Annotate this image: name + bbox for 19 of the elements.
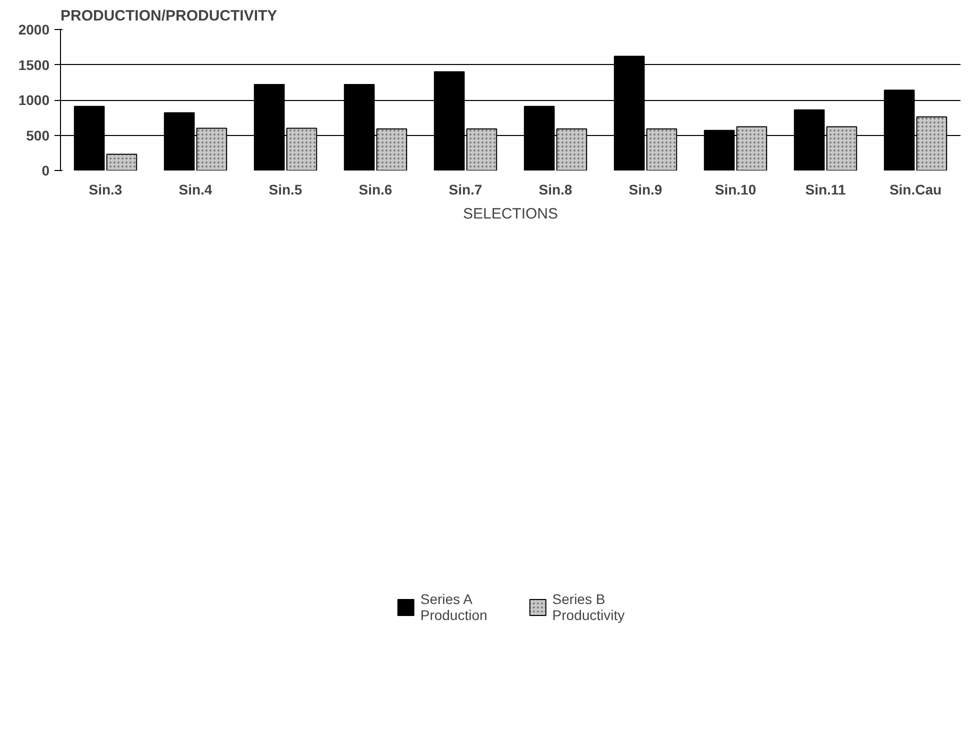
x-tick-label: Sin.8 bbox=[538, 182, 572, 198]
x-tick-label: Sin.7 bbox=[448, 182, 482, 198]
x-tick-label: Sin.9 bbox=[628, 182, 662, 198]
x-tick-label: Sin.11 bbox=[805, 182, 846, 198]
x-tick-label: Sin.5 bbox=[268, 182, 302, 198]
x-tick-label: Sin.6 bbox=[358, 182, 392, 198]
chart-title: PRODUCTION/PRODUCTIVITY bbox=[60, 8, 278, 24]
y-tick-label: 0 bbox=[42, 162, 50, 178]
legend-label: Series A Production bbox=[420, 591, 488, 623]
x-axis-title: SELECTIONS bbox=[462, 206, 558, 222]
y-tick-label: 1000 bbox=[18, 92, 50, 108]
y-tick-label: 500 bbox=[26, 127, 50, 144]
x-tick-label: Sin.4 bbox=[178, 182, 212, 198]
x-tick-label: Sin.Cau bbox=[889, 182, 942, 198]
y-tick-label: 2000 bbox=[18, 22, 50, 38]
y-tick-label: 1500 bbox=[18, 56, 50, 73]
legend-label: Series B Productivity bbox=[552, 591, 625, 623]
x-tick-label: Sin.3 bbox=[88, 182, 122, 198]
x-tick-label: Sin.10 bbox=[714, 182, 756, 198]
